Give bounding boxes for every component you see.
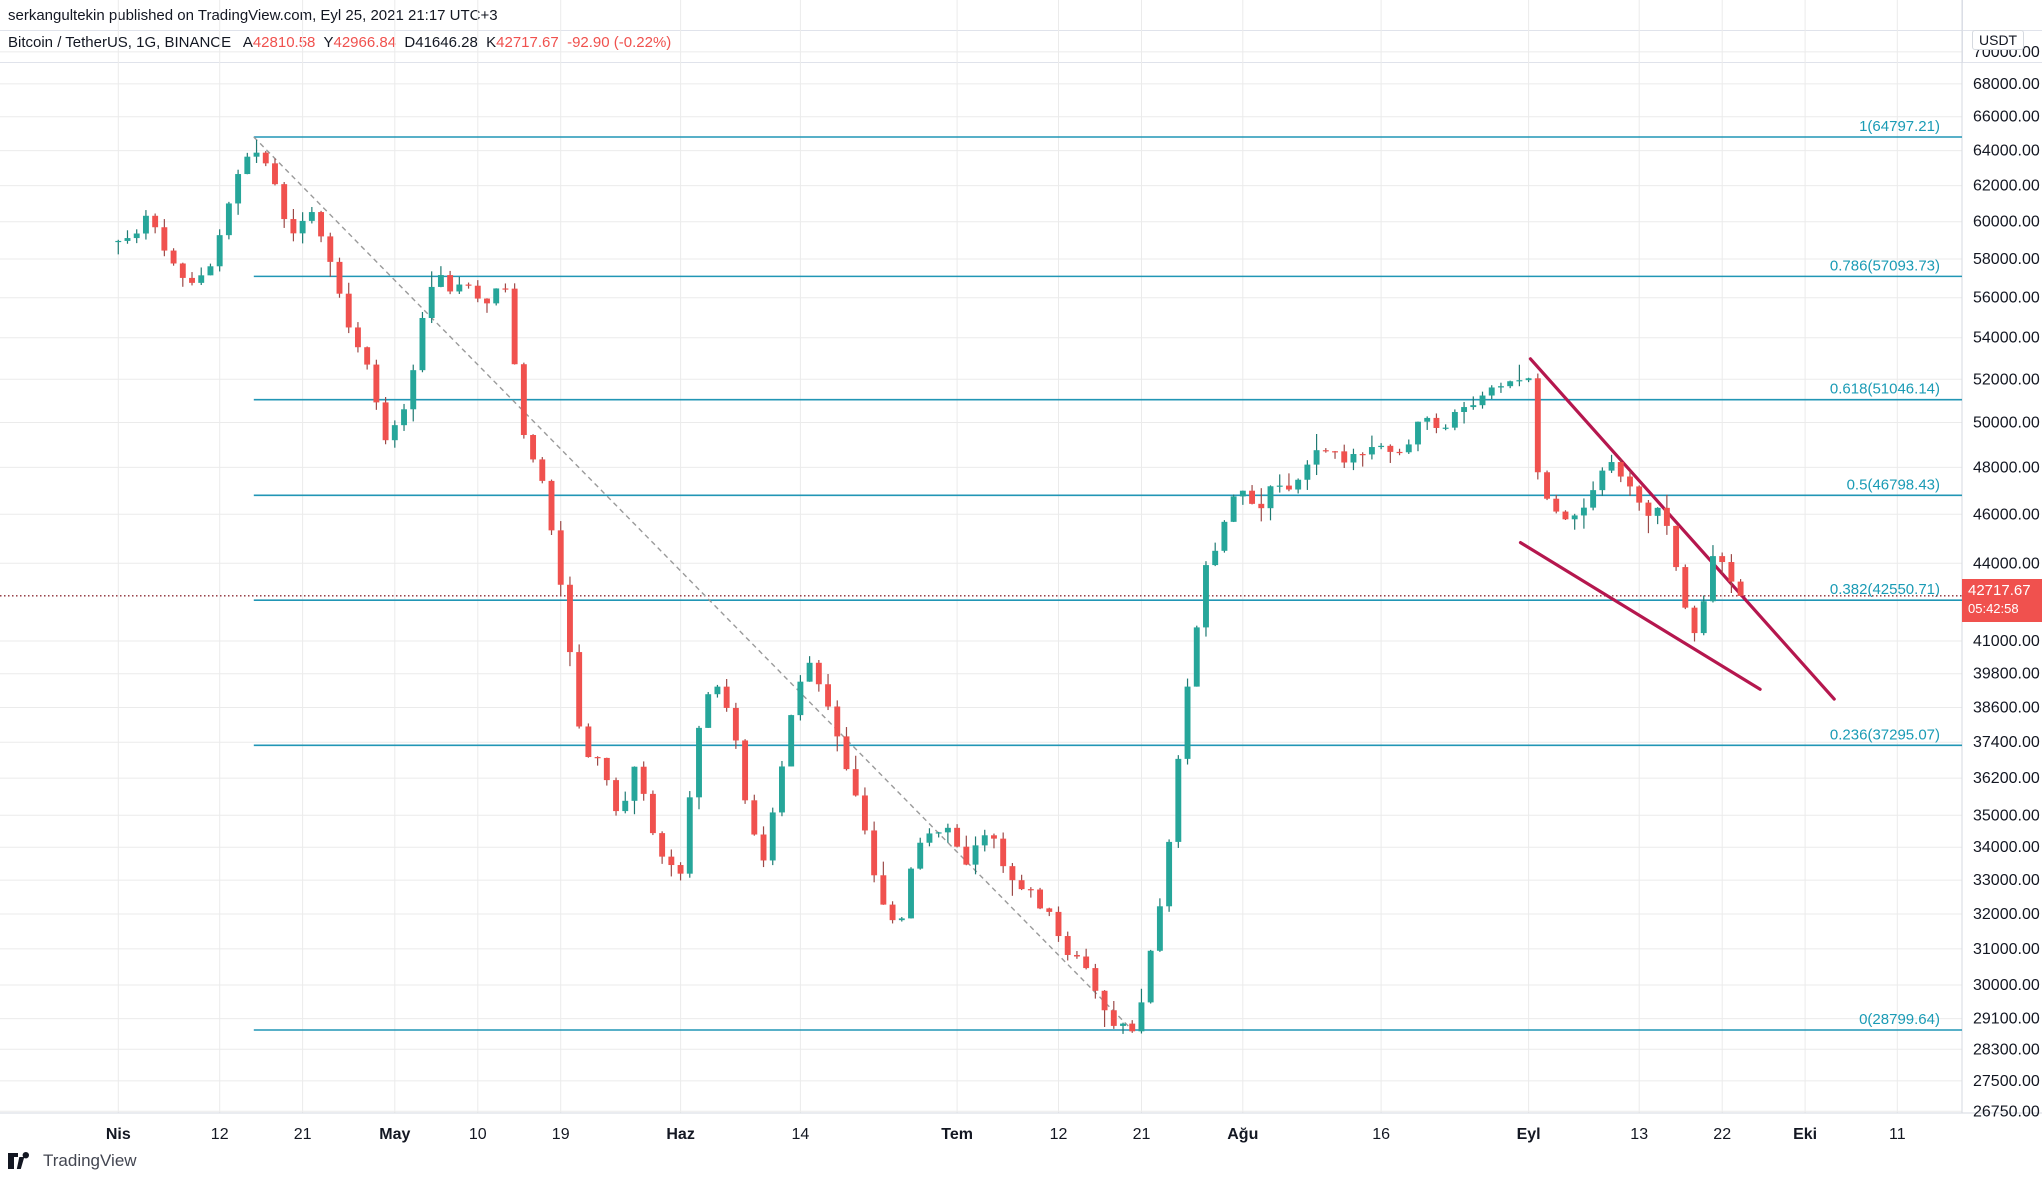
svg-text:21: 21 [1133,1126,1151,1143]
svg-text:32000.00: 32000.00 [1973,906,2040,923]
svg-text:34000.00: 34000.00 [1973,839,2040,856]
svg-text:Tem: Tem [941,1126,973,1143]
svg-text:May: May [379,1126,410,1143]
svg-text:19: 19 [552,1126,570,1143]
svg-text:31000.00: 31000.00 [1973,941,2040,958]
svg-text:33000.00: 33000.00 [1973,872,2040,889]
svg-text:64000.00: 64000.00 [1973,143,2040,160]
svg-text:1(64797.21): 1(64797.21) [1859,118,1940,135]
svg-text:46000.00: 46000.00 [1973,506,2040,523]
svg-text:50000.00: 50000.00 [1973,415,2040,432]
svg-text:0.786(57093.73): 0.786(57093.73) [1830,257,1940,274]
svg-text:29100.00: 29100.00 [1973,1011,2040,1028]
svg-text:41000.00: 41000.00 [1973,633,2040,650]
svg-text:52000.00: 52000.00 [1973,371,2040,388]
svg-text:68000.00: 68000.00 [1973,76,2040,93]
svg-text:11: 11 [1889,1126,1906,1143]
svg-text:54000.00: 54000.00 [1973,330,2040,347]
svg-text:27500.00: 27500.00 [1973,1073,2040,1090]
svg-text:58000.00: 58000.00 [1973,251,2040,268]
svg-text:28300.00: 28300.00 [1973,1041,2040,1058]
svg-text:Ağu: Ağu [1227,1126,1258,1143]
svg-text:39800.00: 39800.00 [1973,666,2040,683]
svg-text:Nis: Nis [106,1126,131,1143]
svg-text:0.618(51046.14): 0.618(51046.14) [1830,381,1940,398]
svg-text:Eyl: Eyl [1517,1126,1541,1143]
svg-text:Haz: Haz [666,1126,694,1143]
svg-text:36200.00: 36200.00 [1973,770,2040,787]
svg-text:0(28799.64): 0(28799.64) [1859,1011,1940,1028]
svg-text:14: 14 [792,1126,810,1143]
svg-text:30000.00: 30000.00 [1973,977,2040,994]
svg-text:12: 12 [1050,1126,1068,1143]
svg-text:56000.00: 56000.00 [1973,290,2040,307]
svg-text:60000.00: 60000.00 [1973,214,2040,231]
svg-text:13: 13 [1630,1126,1648,1143]
svg-text:62000.00: 62000.00 [1973,178,2040,195]
svg-text:12: 12 [211,1126,229,1143]
svg-text:0.236(37295.07): 0.236(37295.07) [1830,726,1940,743]
svg-text:10: 10 [469,1126,487,1143]
svg-text:16: 16 [1372,1126,1390,1143]
svg-text:44000.00: 44000.00 [1973,555,2040,572]
svg-text:0.5(46798.43): 0.5(46798.43) [1847,476,1940,493]
svg-text:35000.00: 35000.00 [1973,807,2040,824]
svg-text:48000.00: 48000.00 [1973,459,2040,476]
svg-text:21: 21 [294,1126,312,1143]
svg-text:37400.00: 37400.00 [1973,734,2040,751]
svg-text:66000.00: 66000.00 [1973,109,2040,126]
svg-text:Eki: Eki [1793,1126,1817,1143]
svg-text:26750.00: 26750.00 [1973,1103,2040,1120]
svg-text:38600.00: 38600.00 [1973,700,2040,717]
svg-text:22: 22 [1713,1126,1731,1143]
